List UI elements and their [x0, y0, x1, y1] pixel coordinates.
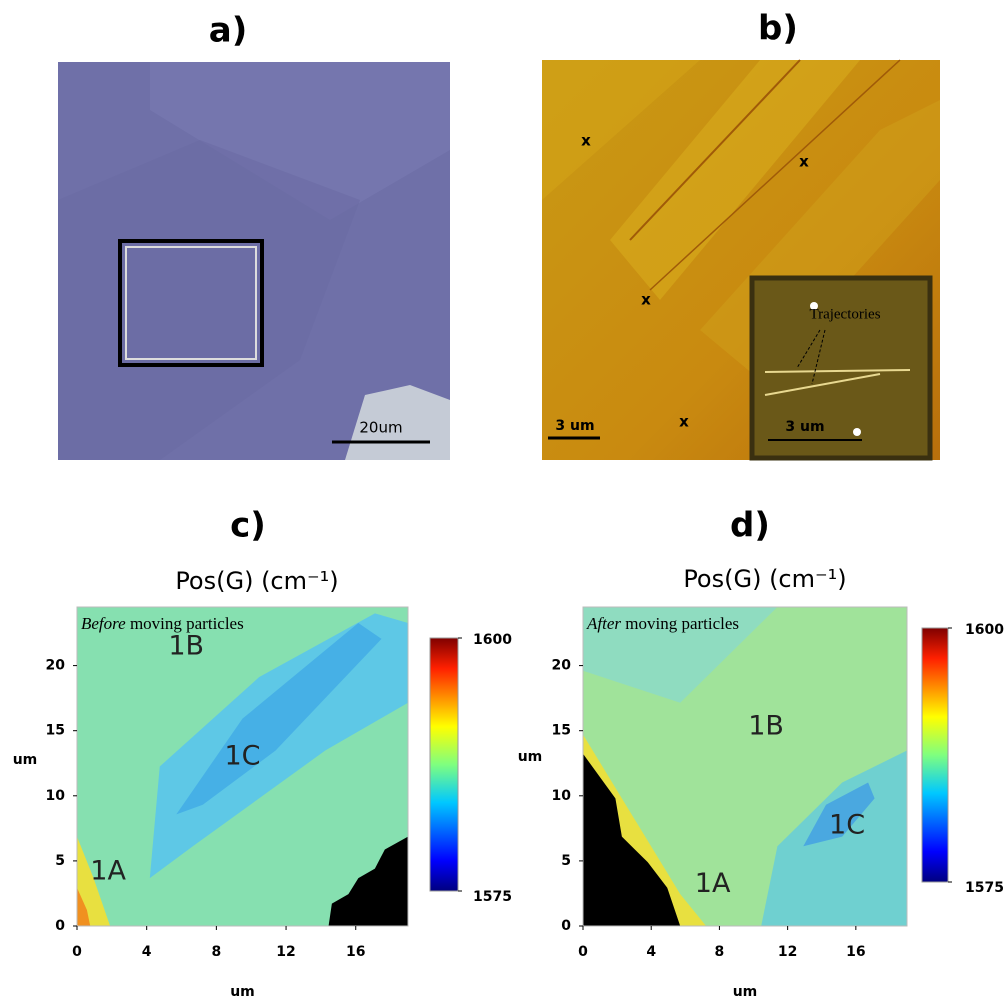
x-tick-label: 4 [646, 944, 656, 960]
y-tick-label: 0 [561, 918, 571, 934]
x-tick-label: 12 [276, 944, 295, 960]
page: a) 20um b) x x x x 3 um Trajectories 3 u… [0, 0, 1005, 1001]
colorbar-tick-label: 1575 [473, 889, 512, 905]
y-tick-label: 5 [561, 853, 571, 869]
y-tick-label: 20 [552, 658, 572, 674]
region-label: 1A [695, 868, 731, 899]
x-tick-label: 0 [72, 944, 82, 960]
annotation-emphasis: Before [81, 614, 126, 633]
y-tick-label: 0 [55, 918, 65, 934]
y-tick-label: 20 [46, 658, 66, 674]
x-axis-label: um [230, 984, 255, 1000]
x-tick-label: 16 [346, 944, 365, 960]
panel-label: a) [209, 11, 247, 51]
chart-title: Pos(G) (cm⁻¹) [175, 567, 338, 595]
marker: x [799, 153, 809, 171]
y-axis-label: um [518, 749, 543, 765]
colorbar-tick-label: 1600 [965, 622, 1004, 638]
x-axis-label: um [733, 984, 758, 1000]
y-tick-label: 15 [552, 723, 571, 739]
annotation: After moving particles [586, 614, 739, 633]
scale-bar-label: 3 um [555, 418, 594, 434]
chart-title: Pos(G) (cm⁻¹) [683, 565, 846, 593]
colorbar [922, 628, 948, 882]
x-tick-label: 16 [846, 944, 865, 960]
region-label: 1A [90, 855, 126, 886]
panel-label: b) [758, 9, 798, 49]
panel-label: d) [730, 506, 770, 546]
region-label: 1B [168, 630, 204, 661]
annotation-emphasis: After [586, 614, 621, 633]
annotation: Before moving particles [81, 614, 244, 633]
colorbar [430, 638, 458, 891]
y-tick-label: 10 [552, 788, 572, 804]
marker: x [581, 132, 591, 150]
marker: x [679, 413, 689, 431]
x-tick-label: 4 [142, 944, 152, 960]
x-tick-label: 8 [715, 944, 725, 960]
x-tick-label: 0 [578, 944, 588, 960]
marker: x [641, 291, 651, 309]
inset-scale-bar-label: 3 um [785, 419, 824, 435]
colorbar-tick-label: 1600 [473, 632, 512, 648]
y-axis-label: um [13, 752, 38, 768]
region-label: 1C [224, 740, 260, 771]
x-tick-label: 8 [211, 944, 221, 960]
inset-annotation: Trajectories [809, 306, 880, 322]
y-tick-label: 5 [55, 853, 65, 869]
region-label: 1C [829, 809, 865, 840]
annotation-text: moving particles [625, 614, 739, 633]
optical-image [58, 62, 450, 460]
panel-label: c) [230, 506, 266, 546]
figure: a) 20um b) x x x x 3 um Trajectories 3 u… [0, 0, 1005, 1001]
region-label: 1B [748, 710, 784, 741]
scale-bar-label: 20um [359, 419, 402, 437]
x-tick-label: 12 [778, 944, 797, 960]
map [583, 607, 907, 926]
afm-image [542, 60, 940, 460]
y-tick-label: 10 [46, 788, 66, 804]
y-tick-label: 15 [46, 723, 65, 739]
colorbar-tick-label: 1575 [965, 880, 1004, 896]
